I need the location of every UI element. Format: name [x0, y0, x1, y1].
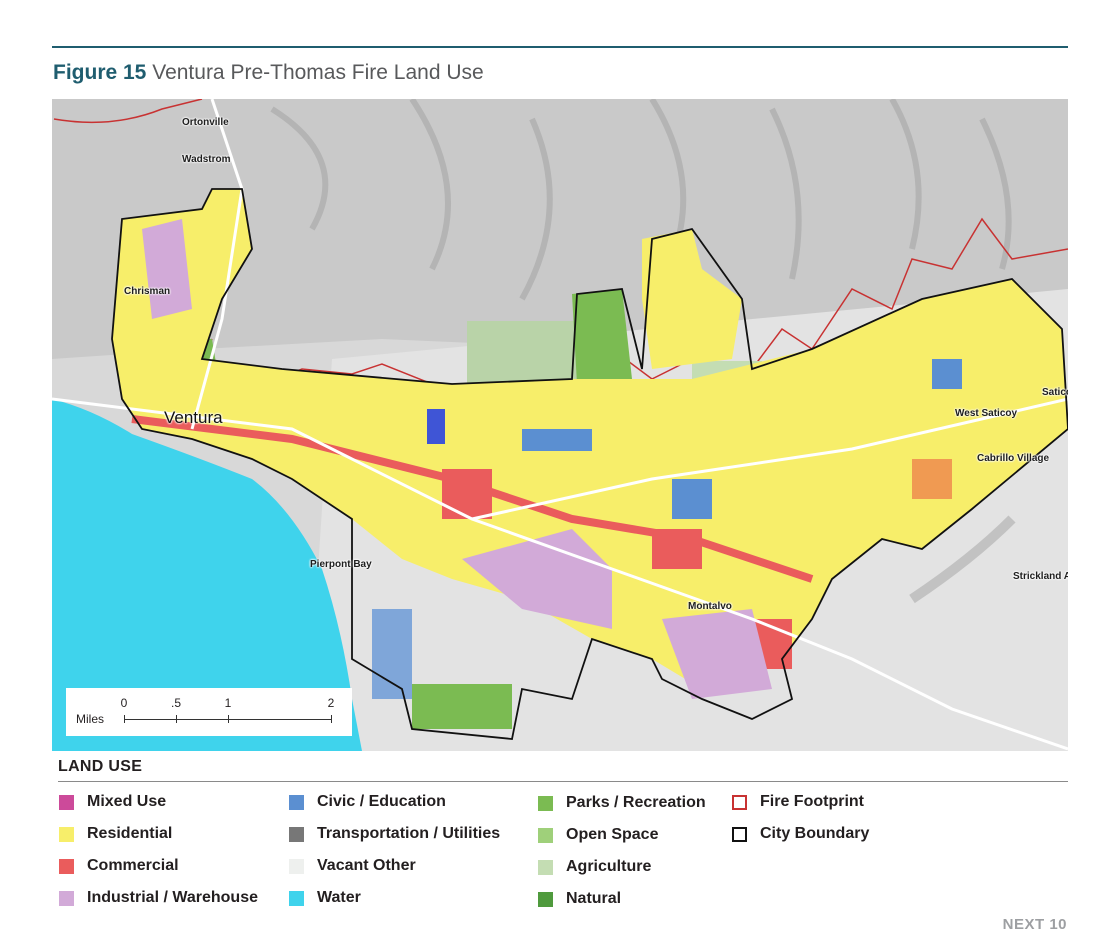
civic-area — [522, 429, 592, 451]
ridge-lines — [270, 99, 1012, 301]
scale-tick-label: 1 — [224, 696, 232, 710]
industrial-area — [142, 219, 192, 319]
highway-line — [471, 397, 1068, 521]
legend-label: Commercial — [87, 857, 179, 874]
legend-swatch — [59, 890, 74, 906]
scale-tick — [176, 715, 177, 723]
legend-label: Civic / Education — [317, 793, 446, 810]
legend-label: Water — [317, 889, 361, 906]
legend-label: Fire Footprint — [760, 793, 864, 810]
highway-line — [52, 397, 1068, 751]
civic-area — [427, 409, 445, 444]
figure-title: Figure 15 Ventura Pre-Thomas Fire Land U… — [53, 60, 484, 86]
commercial-area — [912, 459, 952, 499]
legend-item-water: Water — [289, 889, 361, 907]
place-label-west-saticoy: West Saticoy — [955, 408, 1018, 419]
legend-item-vacant-other: Vacant Other — [289, 857, 416, 875]
legend-swatch — [538, 827, 553, 843]
scale-tick-label: 2 — [327, 696, 335, 710]
place-label-saticoy: Saticoy — [1042, 387, 1068, 398]
legend-swatch — [59, 826, 74, 842]
legend-label: Industrial / Warehouse — [87, 889, 258, 906]
legend-label: Transportation / Utilities — [317, 825, 501, 842]
legend-item-industrial: Industrial / Warehouse — [59, 889, 258, 907]
legend-swatch — [289, 858, 304, 874]
legend-label: Vacant Other — [317, 857, 416, 874]
legend-item-mixed-use: Mixed Use — [59, 793, 166, 811]
top-rule — [52, 46, 1068, 48]
legend-swatch — [538, 859, 553, 875]
civic-area — [932, 359, 962, 389]
place-label-ventura: Ventura — [164, 408, 223, 427]
legend-label: Residential — [87, 825, 173, 842]
legend-swatch-outline — [732, 794, 747, 810]
legend-label: Open Space — [566, 826, 659, 843]
river-bed — [909, 515, 1016, 604]
figure-number: Figure 15 — [53, 61, 147, 84]
legend-item-agriculture: Agriculture — [538, 858, 651, 876]
place-label-chrisman: Chrisman — [124, 286, 171, 297]
figure-name: Ventura Pre-Thomas Fire Land Use — [152, 61, 484, 84]
scale-tick — [228, 715, 229, 723]
legend-item-transportation: Transportation / Utilities — [289, 825, 500, 843]
place-label-wadstrom: Wadstrom — [182, 154, 231, 165]
footer-brand: NEXT 10 — [1002, 916, 1067, 933]
place-label-pierpont-bay: Pierpont Bay — [310, 559, 372, 570]
ocean-water — [52, 399, 362, 751]
commercial-area — [652, 529, 702, 569]
legend-item-city-boundary: City Boundary — [732, 825, 869, 843]
commercial-corridor — [131, 415, 814, 583]
parks-area — [412, 684, 512, 729]
legend-item-parks: Parks / Recreation — [538, 794, 706, 812]
hills-terrain — [52, 99, 1068, 359]
map-graphic — [52, 99, 1068, 751]
legend-swatch — [289, 890, 304, 906]
legend-swatch — [289, 794, 304, 810]
city-boundary-line — [111, 188, 1068, 740]
legend-label: Agriculture — [566, 858, 652, 875]
scale-tick — [331, 715, 332, 723]
industrial-area — [662, 609, 772, 699]
legend-swatch-outline — [732, 826, 747, 842]
scale-line — [124, 719, 331, 720]
legend-swatch — [289, 826, 304, 842]
place-label-ortonville: Ortonville — [182, 117, 229, 128]
commercial-area — [442, 469, 492, 519]
legend-item-civic-education: Civic / Education — [289, 793, 446, 811]
scale-tick-label: 0 — [120, 696, 128, 710]
parks-area — [572, 289, 632, 384]
legend-item-open-space: Open Space — [538, 826, 658, 844]
legend-swatch — [59, 794, 74, 810]
industrial-area — [462, 529, 612, 629]
scale-bar: Miles 0 .5 1 2 — [66, 688, 352, 736]
residential-area — [642, 229, 742, 369]
legend-item-commercial: Commercial — [59, 857, 179, 875]
legend-label: Mixed Use — [87, 793, 167, 810]
place-label-montalvo: Montalvo — [688, 601, 732, 612]
legend-item-residential: Residential — [59, 825, 172, 843]
scale-unit-label: Miles — [76, 712, 105, 726]
legend-swatch — [59, 858, 74, 874]
legend-label: Natural — [566, 890, 622, 907]
legend-item-natural: Natural — [538, 890, 621, 908]
legend-swatch — [538, 795, 553, 811]
legend-swatch — [538, 891, 553, 907]
legend-label: Parks / Recreation — [566, 794, 706, 811]
scale-tick — [124, 715, 125, 723]
highway-line — [190, 99, 244, 430]
legend-item-fire-footprint: Fire Footprint — [732, 793, 864, 811]
place-label-strickland: Strickland A — [1013, 571, 1068, 582]
legend-rule — [58, 781, 1068, 782]
place-label-cabrillo-village: Cabrillo Village — [977, 453, 1050, 464]
legend-title: LAND USE — [58, 758, 143, 775]
civic-area — [672, 479, 712, 519]
land-use-map[interactable]: Ortonville Wadstrom Chrisman Ventura Pie… — [52, 99, 1068, 751]
scale-tick-label: .5 — [170, 696, 182, 710]
legend-label: City Boundary — [760, 825, 870, 842]
civic-area — [372, 609, 412, 699]
